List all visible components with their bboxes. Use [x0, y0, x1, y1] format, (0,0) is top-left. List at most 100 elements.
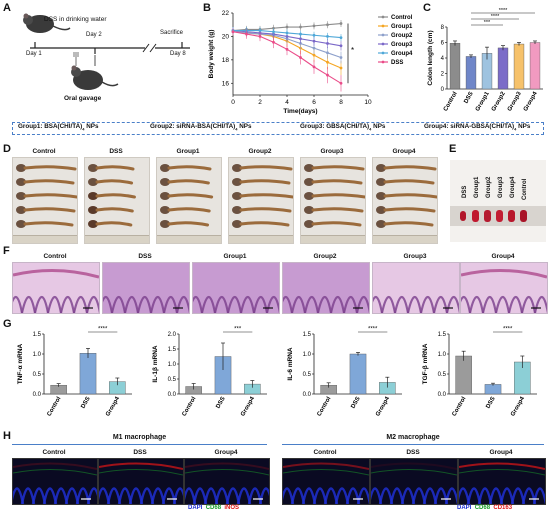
data-point-group3: [312, 39, 316, 43]
data-point-dss: [231, 30, 235, 34]
fluorescence-tissue: [371, 462, 457, 504]
y-tick-label: 0.0: [168, 392, 177, 398]
fluorescence-tissue: [13, 462, 97, 504]
x-tick-label: 2: [258, 99, 262, 106]
panel-label-c: C: [423, 2, 431, 14]
marker-signal: [371, 462, 457, 470]
dapi-signal: [172, 487, 183, 504]
legend-marker-control: [381, 15, 385, 19]
tnf-alpha-chart: 0.0 0.5 1.0 1.5 TNF-α mRNA Control DSS Group4 **…: [17, 327, 132, 417]
dapi-signal: [236, 487, 252, 504]
crypt: [85, 295, 99, 313]
x-tick-label-group4: Group4: [105, 395, 121, 417]
cecum: [16, 192, 26, 200]
x-tick-label-dss: DSS: [80, 396, 91, 410]
data-point-group4: [272, 30, 275, 34]
cecum: [232, 206, 242, 214]
colon-photo-group2: [228, 157, 294, 244]
marker-signal: [185, 462, 269, 470]
x-tick-label: 10: [364, 99, 372, 106]
legend-marker-group1: [381, 24, 385, 28]
crypt: [290, 295, 307, 313]
data-point-group4: [285, 31, 289, 35]
ruler: [229, 235, 293, 243]
dapi-signal: [323, 487, 339, 504]
m2-fluorescence-image-dss: [370, 458, 458, 505]
colon-segment: [23, 165, 77, 171]
crypt: [162, 295, 179, 313]
crypt: [123, 295, 140, 313]
dapi-signal: [64, 487, 80, 504]
cecum: [16, 178, 26, 186]
dapi-signal: [532, 487, 545, 504]
data-point-control: [326, 23, 329, 27]
data-point-group4: [299, 32, 302, 36]
dapi-signal: [214, 487, 230, 504]
dapi-signal: [203, 487, 219, 504]
y-axis-label: Colon length (cm): [427, 30, 434, 85]
dapi-signal: [510, 487, 526, 504]
colon-photo-label-dss: DSS: [109, 148, 123, 155]
m2-fluorescence-image-group4: [458, 458, 546, 505]
dapi-signal: [139, 487, 155, 504]
crypt: [468, 295, 485, 313]
colon-photo-group4: [372, 157, 438, 244]
cecum: [376, 220, 386, 228]
schematic-diagram: [23, 13, 190, 90]
gavage-mouse-illustration: [71, 52, 119, 90]
tissue-strip: [450, 206, 546, 226]
crypt: [461, 295, 472, 313]
colon-photo-label-group3: Group3: [320, 148, 344, 155]
m1-stain-legend: DAPI CD68 iNOS: [188, 505, 240, 511]
data-point-dss: [312, 65, 316, 69]
colon-segment: [95, 165, 135, 171]
dapi-signal: [301, 487, 317, 504]
bar-dss: [484, 384, 502, 395]
sacrifice-label: Sacrifice: [160, 30, 184, 36]
tissue-label-group4: Group4: [510, 176, 516, 198]
cd68-signal: [283, 468, 369, 476]
ruler: [373, 235, 437, 243]
m1-fluorescence-image-control: [12, 458, 98, 505]
crypt: [59, 295, 76, 313]
legend-label-control: Control: [391, 15, 413, 21]
crypt: [103, 295, 114, 313]
bar-control: [449, 43, 461, 90]
data-point-group3: [299, 37, 302, 41]
cecum: [304, 192, 314, 200]
colon-segment: [167, 221, 210, 227]
cecum: [88, 164, 98, 172]
colon-segment: [95, 179, 134, 185]
crypt: [316, 295, 333, 313]
tgf-beta-chart: 0.0 0.5 1.0 1.5 TGF-β mRNA Control DSS Group4 **…: [422, 327, 537, 417]
colon-segment: [23, 207, 76, 213]
dapi-signal: [312, 487, 328, 504]
legend-label-group4: Group4: [391, 51, 413, 57]
colon-segment: [95, 221, 133, 227]
dapi-signal: [477, 487, 493, 504]
significance-marker: ****: [491, 14, 500, 20]
dapi-signal: [521, 487, 537, 504]
colon-photo-label-control: Control: [32, 148, 56, 155]
dapi-signal: [75, 487, 91, 504]
m1-divider: [12, 444, 267, 445]
cecum: [88, 178, 98, 186]
bar-group4: [529, 42, 541, 90]
x-tick-label-group2: Group2: [491, 90, 507, 112]
m2-label-dss: DSS: [406, 449, 420, 456]
crypt: [481, 295, 498, 313]
data-point-dss: [285, 47, 289, 51]
y-axis-label: Body weight (g): [208, 30, 215, 79]
m1-macrophage-title: M1 macrophage: [112, 434, 167, 441]
cd68-signal: [185, 468, 269, 476]
colon-segment: [383, 165, 437, 171]
cecum: [232, 164, 242, 172]
x-tick-label-dss: DSS: [485, 396, 496, 410]
colon-specimens: [304, 164, 365, 228]
colon-segment: [95, 207, 134, 213]
m2-stain-legend: DAPI CD68 CD163: [457, 505, 513, 511]
crypt: [213, 295, 230, 313]
cecum: [88, 206, 98, 214]
data-point-control: [312, 24, 316, 28]
